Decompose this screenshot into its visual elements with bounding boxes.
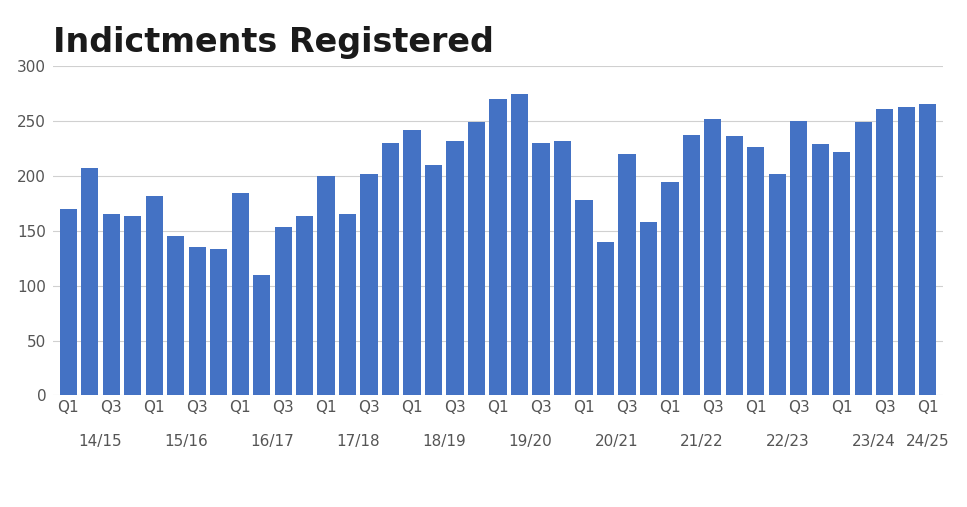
Bar xyxy=(447,140,463,395)
Bar xyxy=(489,99,507,395)
Bar xyxy=(726,136,743,395)
Bar xyxy=(382,143,399,395)
Text: 20/21: 20/21 xyxy=(595,434,638,449)
Bar xyxy=(769,173,786,395)
Bar xyxy=(661,183,679,395)
Bar xyxy=(253,275,270,395)
Bar xyxy=(618,154,635,395)
Bar xyxy=(511,94,528,395)
Text: 19/20: 19/20 xyxy=(509,434,552,449)
Bar xyxy=(124,216,141,395)
Bar xyxy=(575,200,593,395)
Bar xyxy=(81,168,99,395)
Text: 24/25: 24/25 xyxy=(906,434,950,449)
Text: 22/23: 22/23 xyxy=(766,434,810,449)
Bar xyxy=(790,121,807,395)
Bar xyxy=(296,216,313,395)
Text: 15/16: 15/16 xyxy=(164,434,208,449)
Bar xyxy=(403,130,421,395)
Bar xyxy=(897,106,915,395)
Bar xyxy=(811,144,829,395)
Bar xyxy=(834,152,850,395)
Bar xyxy=(876,109,894,395)
Bar xyxy=(640,222,657,395)
Text: 21/22: 21/22 xyxy=(681,434,724,449)
Bar xyxy=(554,140,571,395)
Bar xyxy=(468,122,485,395)
Bar xyxy=(920,104,936,395)
Text: 16/17: 16/17 xyxy=(250,434,294,449)
Bar xyxy=(189,247,206,395)
Bar xyxy=(231,193,249,395)
Bar xyxy=(855,122,872,395)
Bar xyxy=(361,173,378,395)
Bar xyxy=(339,214,356,395)
Text: Indictments Registered: Indictments Registered xyxy=(53,26,494,59)
Bar xyxy=(425,165,442,395)
Bar xyxy=(146,196,162,395)
Bar xyxy=(597,242,614,395)
Bar xyxy=(210,249,227,395)
Bar xyxy=(60,209,76,395)
Bar xyxy=(747,147,765,395)
Bar xyxy=(275,227,292,395)
Bar xyxy=(317,176,335,395)
Bar xyxy=(704,119,721,395)
Bar xyxy=(533,143,549,395)
Text: 18/19: 18/19 xyxy=(423,434,466,449)
Text: 23/24: 23/24 xyxy=(852,434,896,449)
Text: 17/18: 17/18 xyxy=(337,434,380,449)
Text: 14/15: 14/15 xyxy=(78,434,122,449)
Bar xyxy=(103,214,120,395)
Bar xyxy=(683,135,700,395)
Bar xyxy=(167,236,185,395)
